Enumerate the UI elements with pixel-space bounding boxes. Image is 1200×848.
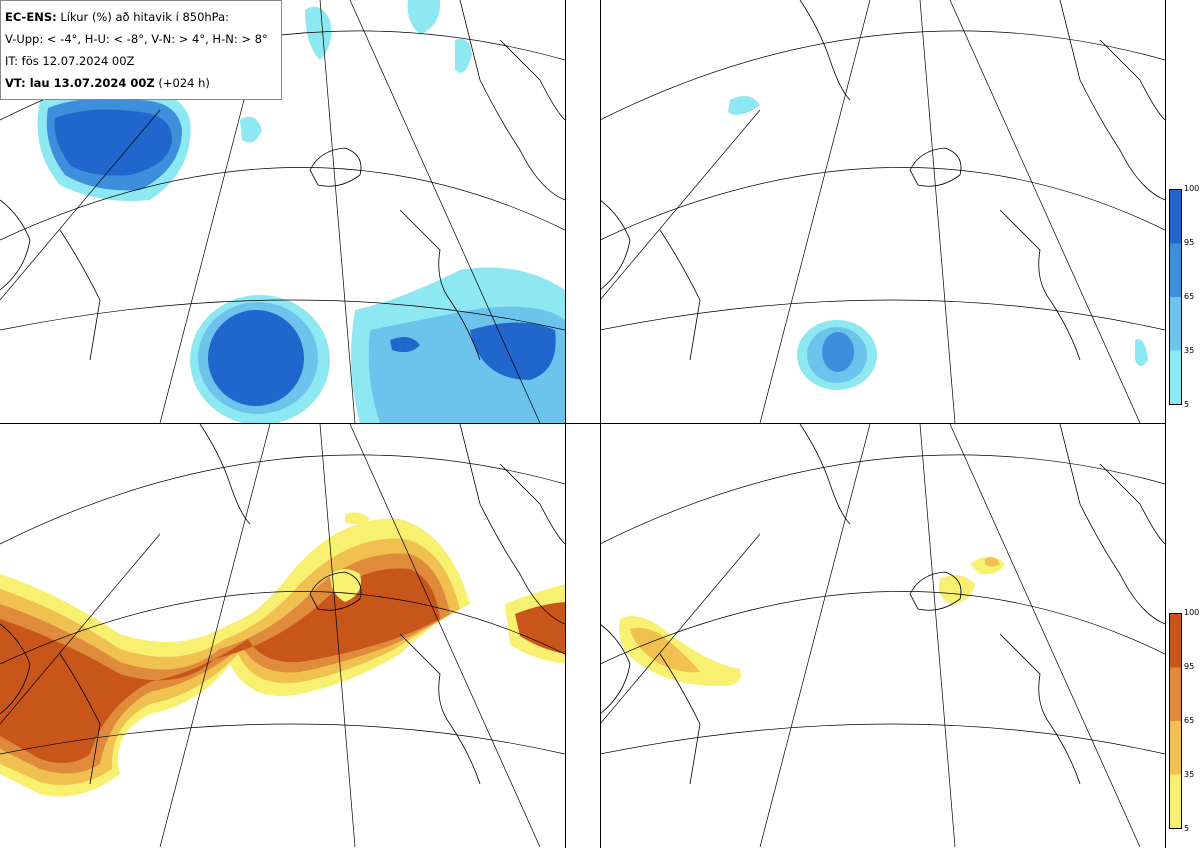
probability-map-warm-8 (600, 424, 1165, 847)
map-panel-warm-4: 100 95 65 35 5 (0, 424, 565, 847)
panel-divider (1165, 0, 1166, 848)
colorbar-tick: 100 (1184, 184, 1200, 193)
map-panel-warm-8 (600, 424, 1165, 847)
coastlines (600, 424, 1165, 785)
colorbar-tick: 5 (1184, 400, 1190, 409)
probability-map-warm-4 (0, 424, 565, 847)
init-time: IT: fös 12.07.2024 00Z (5, 54, 135, 68)
colorbar-tick: 95 (1184, 238, 1195, 247)
map-panel-cold-8 (600, 0, 1165, 423)
valid-time: VT: lau 13.07.2024 00Z (5, 76, 155, 90)
graticule (600, 424, 1165, 847)
probability-field (619, 556, 1005, 686)
forecast-legend: EC-ENS: Líkur (%) að hitavik í 850hPa: V… (0, 0, 282, 100)
probability-field (728, 96, 1148, 390)
graticule (600, 0, 1165, 423)
legend-title-line: EC-ENS: Líkur (%) að hitavik í 850hPa: (5, 6, 277, 28)
probability-map-cold-4 (0, 0, 565, 423)
map-panel-cold-4: 100 95 65 35 5 (0, 0, 565, 423)
colorbar-tick: 65 (1184, 716, 1195, 725)
probability-map-cold-8 (600, 0, 1165, 423)
colorbar-tick: 35 (1184, 346, 1195, 355)
probability-field (0, 512, 565, 797)
colorbar-tick: 65 (1184, 292, 1195, 301)
coastlines (0, 424, 565, 785)
threshold-definitions: V-Upp: < -4°, H-U: < -8°, V-N: > 4°, H-N… (5, 32, 268, 46)
colorbar-orange: 100 95 65 35 5 (1169, 607, 1200, 847)
probability-field (37, 0, 565, 423)
lead-time: (+024 h) (158, 76, 210, 90)
colorbar-tick: 95 (1184, 662, 1195, 671)
valid-time-line: VT: lau 13.07.2024 00Z (+024 h) (5, 72, 277, 94)
panel-divider (0, 423, 1166, 424)
colorbar-tick: 35 (1184, 770, 1195, 779)
model-name: EC-ENS: (5, 10, 57, 24)
panel-divider (600, 0, 601, 848)
colorbar-tick: 5 (1184, 824, 1190, 833)
graticule (0, 424, 565, 847)
colorbar-tick: 100 (1184, 608, 1200, 617)
product-description: Líkur (%) að hitavik í 850hPa: (60, 10, 230, 24)
panel-divider (565, 0, 566, 848)
colorbar-blue: 100 95 65 35 5 (1169, 183, 1200, 423)
coastlines (600, 0, 1165, 361)
